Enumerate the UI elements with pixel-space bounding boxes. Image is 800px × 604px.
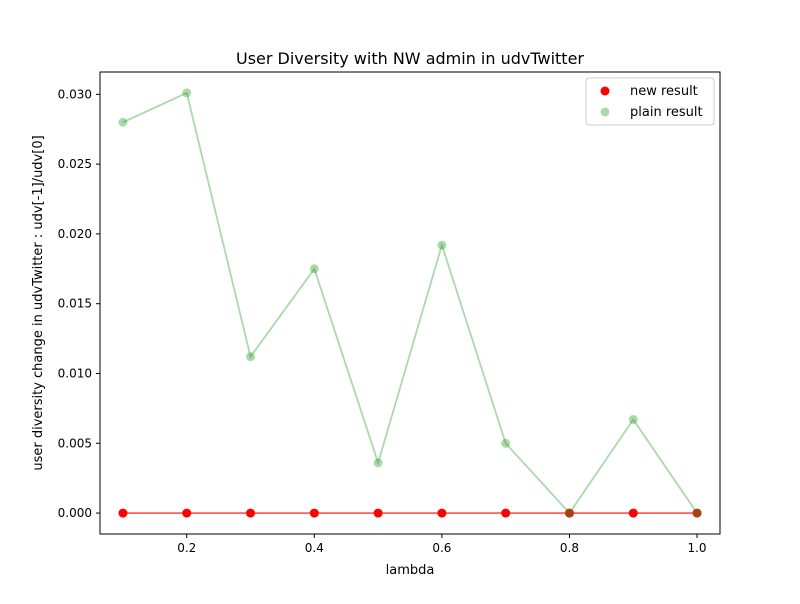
x-tick-label: 1.0 [687,541,706,555]
data-point-plain-result [692,508,702,518]
data-point-new-result [501,508,511,518]
legend-marker [600,107,610,117]
data-point-plain-result [437,240,447,250]
data-point-new-result [628,508,638,518]
data-point-plain-result [501,438,511,448]
data-point-new-result [118,508,128,518]
y-tick-label: 0.005 [58,436,92,450]
chart-title: User Diversity with NW admin in udvTwitt… [236,49,584,68]
data-point-new-result [692,508,702,518]
x-tick-label: 0.2 [177,541,196,555]
data-point-new-result [309,508,319,518]
y-axis-label: user diversity change in udvTwitter : ud… [31,135,46,470]
data-point-plain-result [373,458,383,468]
data-point-new-result [564,508,574,518]
data-point-new-result [437,508,447,518]
legend-label: new result [630,84,698,99]
legend-box [585,77,715,126]
data-point-new-result [182,508,192,518]
data-point-plain-result [309,264,319,274]
x-tick-label: 0.6 [432,541,451,555]
y-tick-label: 0.000 [58,506,92,520]
legend: new result plain result [585,77,715,126]
series-line-plain-result [122,91,698,515]
legend-label: plain result [630,105,703,120]
data-point-new-result [373,508,383,518]
data-point-plain-result [246,352,256,362]
data-point-plain-result [182,88,192,98]
data-point-plain-result [564,508,574,518]
data-point-plain-result [118,117,128,127]
y-tick-label: 0.020 [58,227,92,241]
data-point-new-result [246,508,256,518]
data-point-plain-result [628,415,638,425]
plot-area: 0.2 0.4 0.6 0.8 1.0 0.000 0.005 0.010 0.015 0.020… [58,71,721,555]
y-tick-label: 0.025 [58,157,92,171]
y-tick-label: 0.015 [58,297,92,311]
axes-frame [99,71,721,535]
y-tick-label: 0.010 [58,366,92,380]
x-tick-label: 0.8 [560,541,579,555]
x-tick-label: 0.4 [305,541,324,555]
legend-marker [600,86,610,96]
x-axis-label: lambda [386,563,435,578]
y-tick-label: 0.030 [58,87,92,101]
